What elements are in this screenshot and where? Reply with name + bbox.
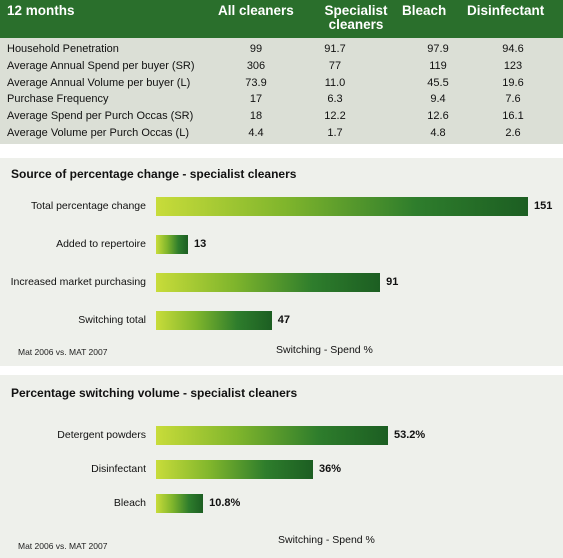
table-cell: 306	[246, 59, 266, 72]
category-label: Increased market purchasing	[10, 276, 146, 288]
table-cell: 9.4	[430, 93, 446, 106]
table-header: 12 months All cleaners Specialist cleane…	[0, 0, 563, 38]
bar	[156, 235, 189, 254]
table-cell: 119	[429, 59, 447, 72]
table-cell: 45.5	[427, 76, 449, 89]
bar	[156, 460, 313, 479]
category-label: Bleach	[113, 497, 146, 509]
category-label: Disinfectant	[91, 463, 146, 475]
table-row: Average Spend per Purch Occas (SR) 18 12.2…	[0, 108, 563, 124]
table-cell: 12.2	[324, 110, 346, 123]
table-cell: 99	[249, 43, 263, 55]
data-label: 10.8%	[209, 497, 241, 509]
chart-title: Source of percentage change - specialist…	[11, 167, 297, 181]
table-cell: 123	[503, 59, 523, 72]
table-cell: 19.6	[502, 76, 524, 89]
table-row: Household Penetration 99 91.7 97.9 94.6	[0, 41, 563, 57]
chart-footnote: Mat 2006 vs. MAT 2007	[18, 347, 108, 357]
row-label: Average Annual Volume per buyer (L)	[7, 76, 191, 89]
chart-footnote: Mat 2006 vs. MAT 2007	[18, 541, 108, 551]
row-label: Average Spend per Purch Occas (SR)	[7, 110, 194, 123]
data-table: 12 months All cleaners Specialist cleane…	[0, 0, 563, 144]
table-row: Average Annual Volume per buyer (L) 73.9 1…	[0, 75, 563, 91]
chart-panel-percentage-change: Source of percentage change - specialist…	[0, 158, 563, 366]
bar	[156, 426, 388, 445]
table-cell: 4.8	[430, 127, 446, 139]
chart-panel-switching-volume: Percentage switching volume - specialist…	[0, 375, 563, 558]
bar	[156, 273, 381, 292]
data-label: 36%	[318, 463, 342, 475]
table-cell: 97.9	[427, 43, 449, 55]
header-all-cleaners: All cleaners	[218, 3, 294, 18]
category-label: Detergent powders	[57, 429, 146, 441]
table-cell: 73.9	[245, 76, 267, 89]
x-axis-label: Switching - Spend %	[276, 344, 373, 356]
data-label: 91	[386, 276, 399, 288]
row-label: Average Volume per Purch Occas (L)	[7, 127, 189, 139]
table-cell: 1.7	[327, 127, 343, 139]
row-label: Household Penetration	[7, 43, 119, 55]
header-disinfectant: Disinfectant	[467, 3, 545, 18]
header-bleach: Bleach	[402, 3, 447, 18]
data-label: 47	[277, 314, 291, 326]
table-row: Average Volume per Purch Occas (L) 4.4 1.7…	[0, 125, 563, 141]
table-row: Average Annual Spend per buyer (SR) 306 77…	[0, 58, 563, 74]
data-label: 53.2%	[394, 429, 426, 441]
table-cell: 12.6	[427, 110, 449, 123]
category-label: Switching total	[78, 314, 146, 326]
x-axis-label: Switching - Spend %	[278, 534, 375, 546]
header-specialist-cleaners: Specialist cleaners	[324, 3, 388, 32]
table-cell: 6.3	[327, 93, 343, 106]
table-cell: 94.6	[502, 43, 524, 55]
table-cell: 18	[249, 110, 263, 123]
row-label: Purchase Frequency	[7, 93, 109, 106]
data-label: 13	[194, 238, 207, 250]
table-cell: 17	[249, 93, 263, 106]
table-cell: 2.6	[505, 127, 521, 139]
table-cell: 4.4	[248, 127, 264, 139]
table-cell: 16.1	[502, 110, 524, 123]
header-period: 12 months	[7, 3, 75, 18]
bar	[156, 311, 272, 330]
table-cell: 7.6	[505, 93, 521, 106]
row-label: Average Annual Spend per buyer (SR)	[7, 59, 195, 72]
table-cell: 11.0	[324, 76, 346, 89]
data-label: 151	[534, 200, 553, 212]
table-cell: 91.7	[324, 43, 346, 55]
category-label: Total percentage change	[30, 200, 146, 212]
table-row: Purchase Frequency 17 6.3 9.4 7.6	[0, 91, 563, 107]
category-label: Added to repertoire	[56, 238, 146, 250]
chart-title: Percentage switching volume - specialist…	[11, 386, 298, 400]
bar	[156, 494, 204, 513]
table-cell: 77	[328, 59, 342, 72]
bar	[156, 197, 528, 216]
